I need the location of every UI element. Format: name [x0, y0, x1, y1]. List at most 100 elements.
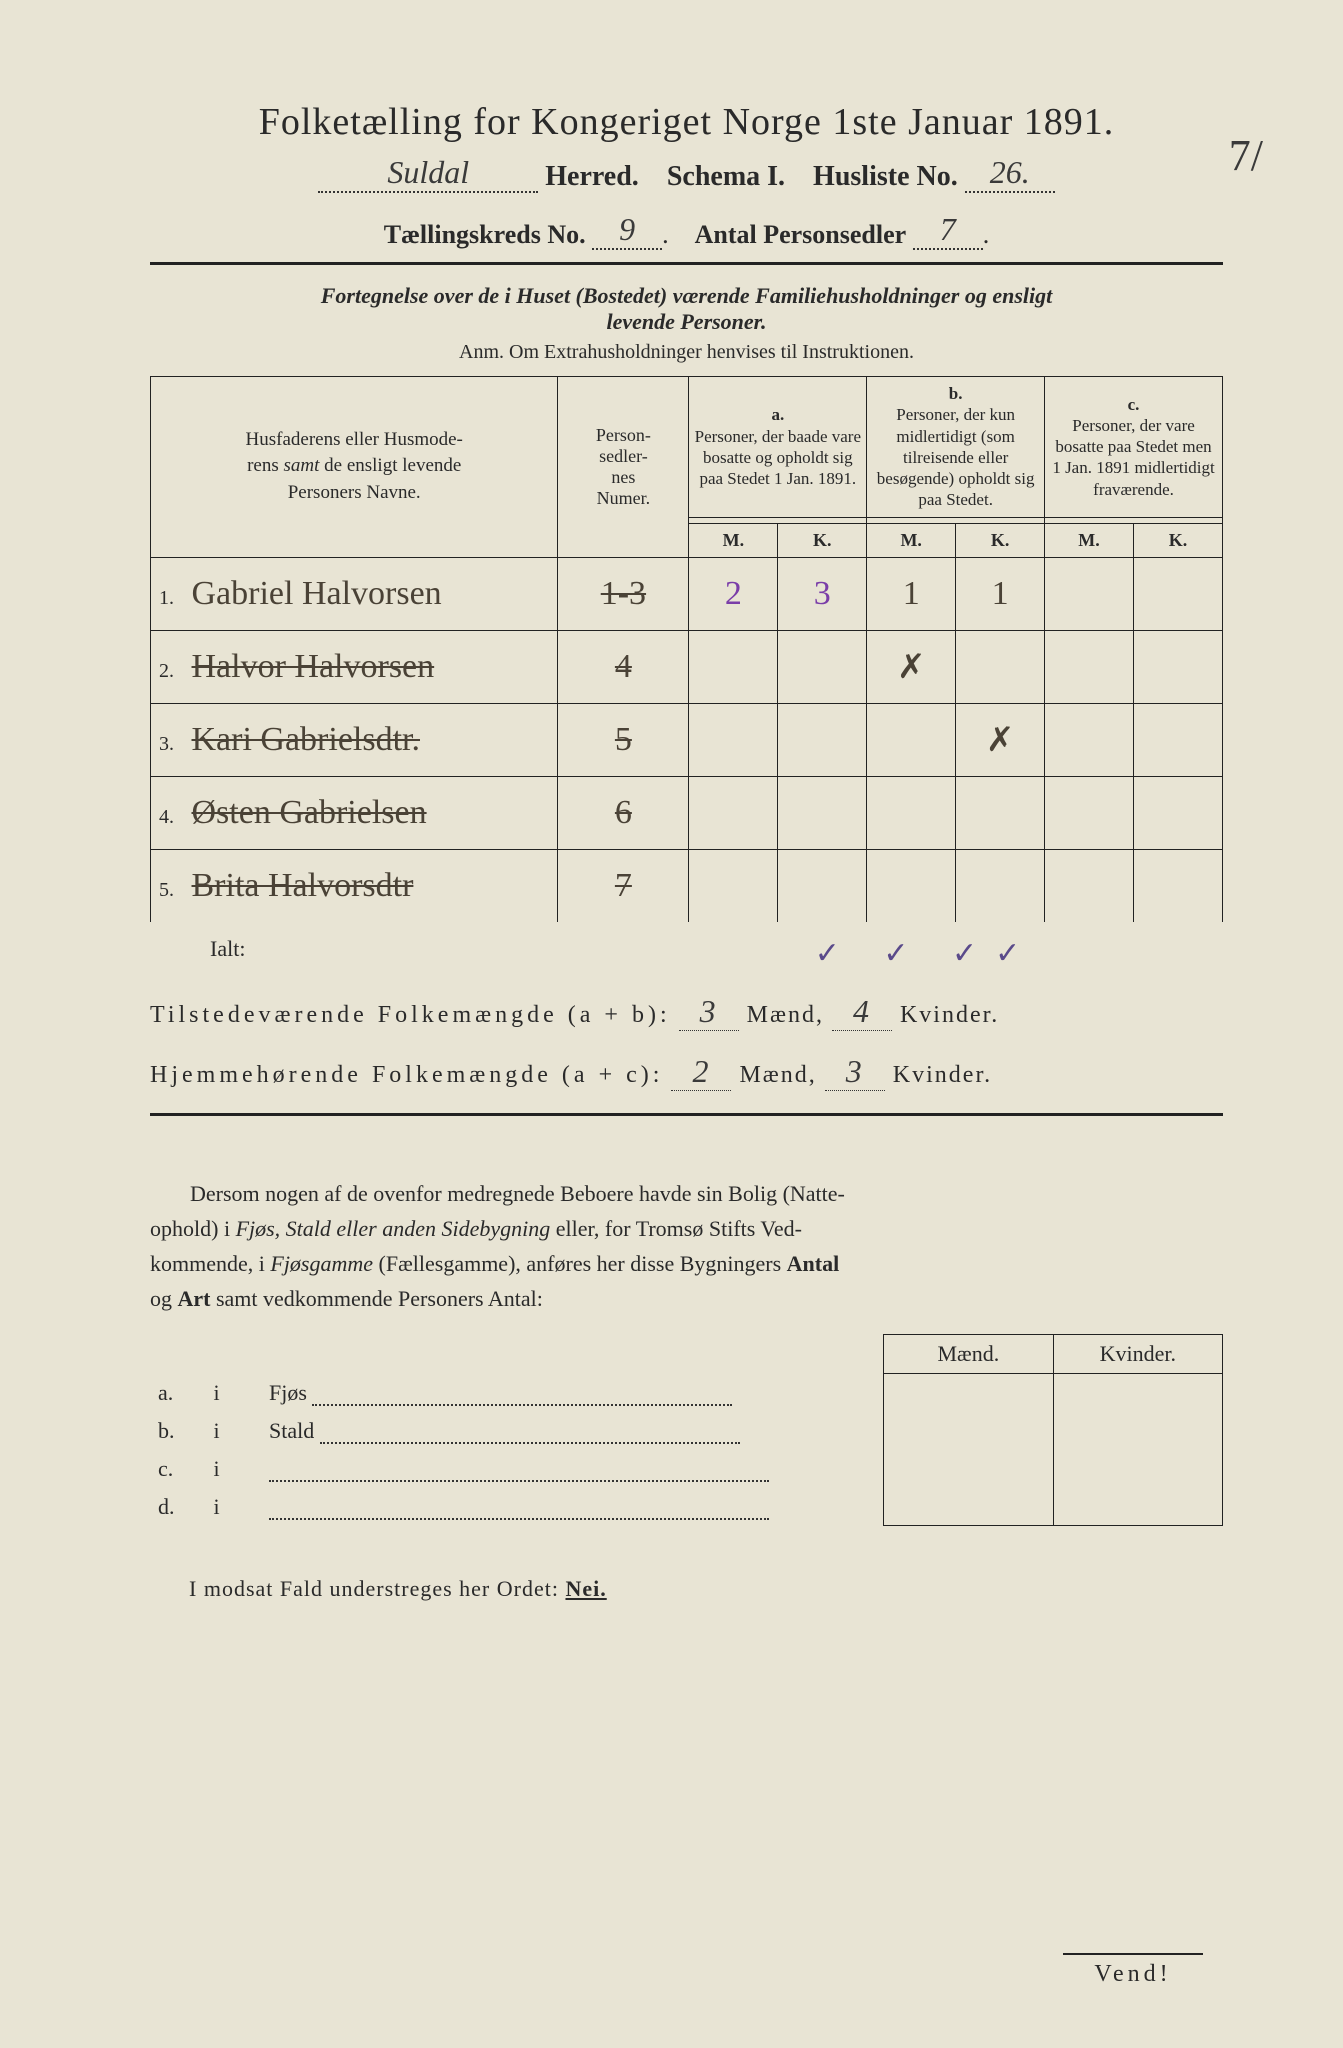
b-k-cell: ✗ — [956, 703, 1045, 776]
name-cell: 4. Østen Gabrielsen — [151, 776, 558, 849]
header-row-1: Husfaderens eller Husmode-rens samt de e… — [151, 377, 1223, 518]
husliste-value: 26. — [990, 154, 1030, 190]
person-name: Halvor Halvorsen — [192, 648, 435, 685]
c-k-label: K. — [1134, 523, 1223, 557]
a-k-cell: 3 — [778, 557, 867, 630]
kreds-value: 9 — [619, 211, 635, 247]
rule-2 — [150, 1113, 1223, 1116]
subtitle-line-2: levende Personer. — [606, 309, 766, 334]
row-letter: c. — [158, 1456, 208, 1482]
bottom-k-cell — [1053, 1450, 1222, 1488]
numer-cell: 6 — [558, 776, 689, 849]
summary-2-m: 2 — [692, 1053, 710, 1089]
row-letter: a. — [158, 1380, 208, 1406]
bottom-k-cell — [1053, 1488, 1222, 1526]
summary-2-k: 3 — [846, 1053, 864, 1089]
header-line-3: Tællingskreds No. 9. Antal Personsedler … — [150, 211, 1223, 250]
page-title: Folketælling for Kongeriget Norge 1ste J… — [150, 100, 1223, 144]
b-m-val: ✗ — [897, 649, 926, 686]
group-a-desc: Personer, der baade vare bosatte og opho… — [695, 427, 861, 489]
ialt-label: Ialt: — [150, 936, 630, 971]
row-i: i — [214, 1418, 264, 1444]
b-k-val: 1 — [992, 575, 1009, 612]
numer-val: 1-3 — [601, 575, 646, 612]
row-letter: d. — [158, 1494, 208, 1520]
a-m-cell: 2 — [689, 557, 778, 630]
name-cell: 1. Gabriel Halvorsen — [151, 557, 558, 630]
bottom-k-cell — [1053, 1374, 1222, 1412]
row-i: i — [214, 1380, 264, 1406]
herred-field: Suldal — [318, 154, 538, 193]
c-m-cell — [1045, 557, 1134, 630]
person-name: Østen Gabrielsen — [192, 794, 427, 831]
a-k-val: 3 — [814, 575, 831, 612]
dots — [320, 1438, 740, 1444]
table-row: 5. Brita Halvorsdtr 7 — [151, 849, 1223, 922]
bottom-row: d. i — [150, 1488, 1223, 1526]
numer-cell: 7 — [558, 849, 689, 922]
bottom-row-label: d. i — [150, 1488, 884, 1526]
group-b-header: b. Personer, der kun midlertidigt (som t… — [867, 377, 1045, 518]
name-cell: 2. Halvor Halvorsen — [151, 630, 558, 703]
b-k-label: K. — [956, 523, 1045, 557]
table-row: 3. Kari Gabrielsdtr. 5 ✗ — [151, 703, 1223, 776]
group-a-header: a. Personer, der baade vare bosatte og o… — [689, 377, 867, 518]
summary-1-m: 3 — [700, 993, 718, 1029]
bottom-m-cell — [884, 1450, 1053, 1488]
herred-label: Herred. — [545, 161, 639, 192]
kreds-label: Tællingskreds No. — [384, 220, 586, 249]
checkmarks: ✓ ✓ ✓✓ — [630, 936, 1223, 971]
bottom-k-cell — [1053, 1412, 1222, 1450]
corner-annotation: 7/ — [1229, 130, 1263, 181]
name-cell: 3. Kari Gabrielsdtr. — [151, 703, 558, 776]
b-m-cell: 1 — [867, 557, 956, 630]
row-i: i — [214, 1494, 264, 1520]
dots — [269, 1476, 769, 1482]
bottom-row: c. i — [150, 1450, 1223, 1488]
bottom-table: Mænd. Kvinder. a. i Fjøs b. i Stald — [150, 1334, 1223, 1526]
row-num: 1. — [159, 587, 187, 610]
group-c-desc: Personer, der vare bosatte paa Stedet me… — [1052, 416, 1214, 499]
group-b-desc: Personer, der kun midlertidigt (som tilr… — [877, 405, 1035, 509]
kreds-field: 9 — [592, 211, 662, 250]
person-name: Gabriel Halvorsen — [192, 575, 442, 612]
group-a-title: a. — [771, 405, 784, 424]
row-num: 3. — [159, 733, 187, 756]
husliste-label: Husliste No. — [813, 161, 958, 192]
bottom-m-cell — [884, 1412, 1053, 1450]
header-line-2: Suldal Herred. Schema I. Husliste No. 26… — [150, 154, 1223, 193]
bottom-row: b. i Stald — [150, 1412, 1223, 1450]
row-type: Fjøs — [269, 1380, 307, 1405]
summary-1-k: 4 — [853, 993, 871, 1029]
numer-val: 6 — [615, 794, 632, 831]
row-num: 2. — [159, 660, 187, 683]
row-i: i — [214, 1456, 264, 1482]
paragraph: Dersom nogen af de ovenfor medregnede Be… — [150, 1176, 1223, 1317]
kvinder-label: Kvinder. — [900, 1002, 999, 1028]
nei-line: I modsat Fald understreges her Ordet: Ne… — [150, 1576, 1223, 1602]
numer-val: 5 — [615, 721, 632, 758]
b-k-val: ✗ — [986, 722, 1015, 759]
summary-1-label: Tilstedeværende Folkemængde (a + b): — [150, 1002, 671, 1028]
anm-note: Anm. Om Extrahusholdninger henvises til … — [150, 341, 1223, 364]
group-c-title: c. — [1128, 395, 1140, 414]
maend-label: Mænd, — [739, 1062, 816, 1088]
bottom-row-label: b. i Stald — [150, 1412, 884, 1450]
herred-value: Suldal — [387, 154, 469, 190]
nei-text: I modsat Fald understreges her Ordet: — [189, 1576, 559, 1601]
antal-label: Antal Personsedler — [695, 220, 907, 249]
vend-label: Vend! — [1063, 1953, 1203, 1988]
c-m-label: M. — [1045, 523, 1134, 557]
row-num: 4. — [159, 806, 187, 829]
maend-label: Mænd, — [747, 1002, 824, 1028]
a-m-label: M. — [689, 523, 778, 557]
b-m-val: 1 — [903, 575, 920, 612]
col-numer-header: Person-sedler-nesNumer. — [558, 377, 689, 558]
summary-line-2: Hjemmehørende Folkemængde (a + c): 2 Mæn… — [150, 1053, 1223, 1091]
summary-1-k-field: 4 — [832, 993, 892, 1031]
summary-2-label: Hjemmehørende Folkemængde (a + c): — [150, 1062, 663, 1088]
numer-val: 7 — [615, 867, 632, 904]
table-row: 1. Gabriel Halvorsen 1-3 2 3 1 1 — [151, 557, 1223, 630]
summary-line-1: Tilstedeværende Folkemængde (a + b): 3 M… — [150, 993, 1223, 1031]
row-letter: b. — [158, 1418, 208, 1444]
